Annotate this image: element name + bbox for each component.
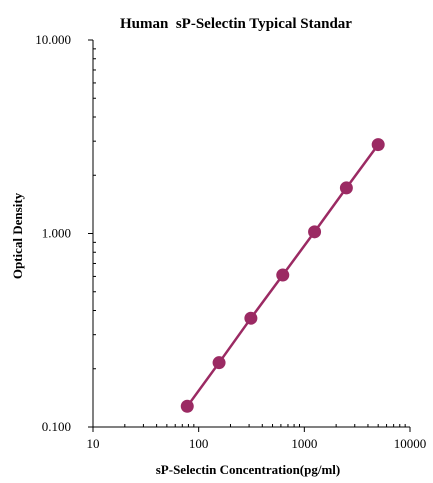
x-axis-title: sP-Selectin Concentration(pg/ml) bbox=[156, 462, 341, 477]
data-point bbox=[244, 311, 258, 325]
y-tick-label: 0.100 bbox=[42, 419, 71, 434]
x-tick-label: 1000 bbox=[291, 436, 317, 451]
chart-title: Human sP-Selectin Typical Standar bbox=[120, 16, 352, 32]
y-axis-title: Optical Density bbox=[10, 192, 25, 279]
y-tick-label: 10.000 bbox=[35, 32, 71, 47]
x-tick-label: 100 bbox=[189, 436, 209, 451]
data-point bbox=[339, 181, 353, 195]
data-point bbox=[276, 268, 290, 282]
data-point bbox=[371, 138, 385, 152]
x-tick-label: 10000 bbox=[394, 436, 427, 451]
plot-area: 0.100 1.000 10.000 10 100 1000 10000 bbox=[35, 32, 426, 451]
data-point bbox=[212, 356, 226, 370]
x-tick-label: 10 bbox=[87, 436, 100, 451]
data-point bbox=[180, 399, 194, 413]
data-point bbox=[308, 225, 322, 239]
y-tick-label: 1.000 bbox=[42, 226, 71, 241]
